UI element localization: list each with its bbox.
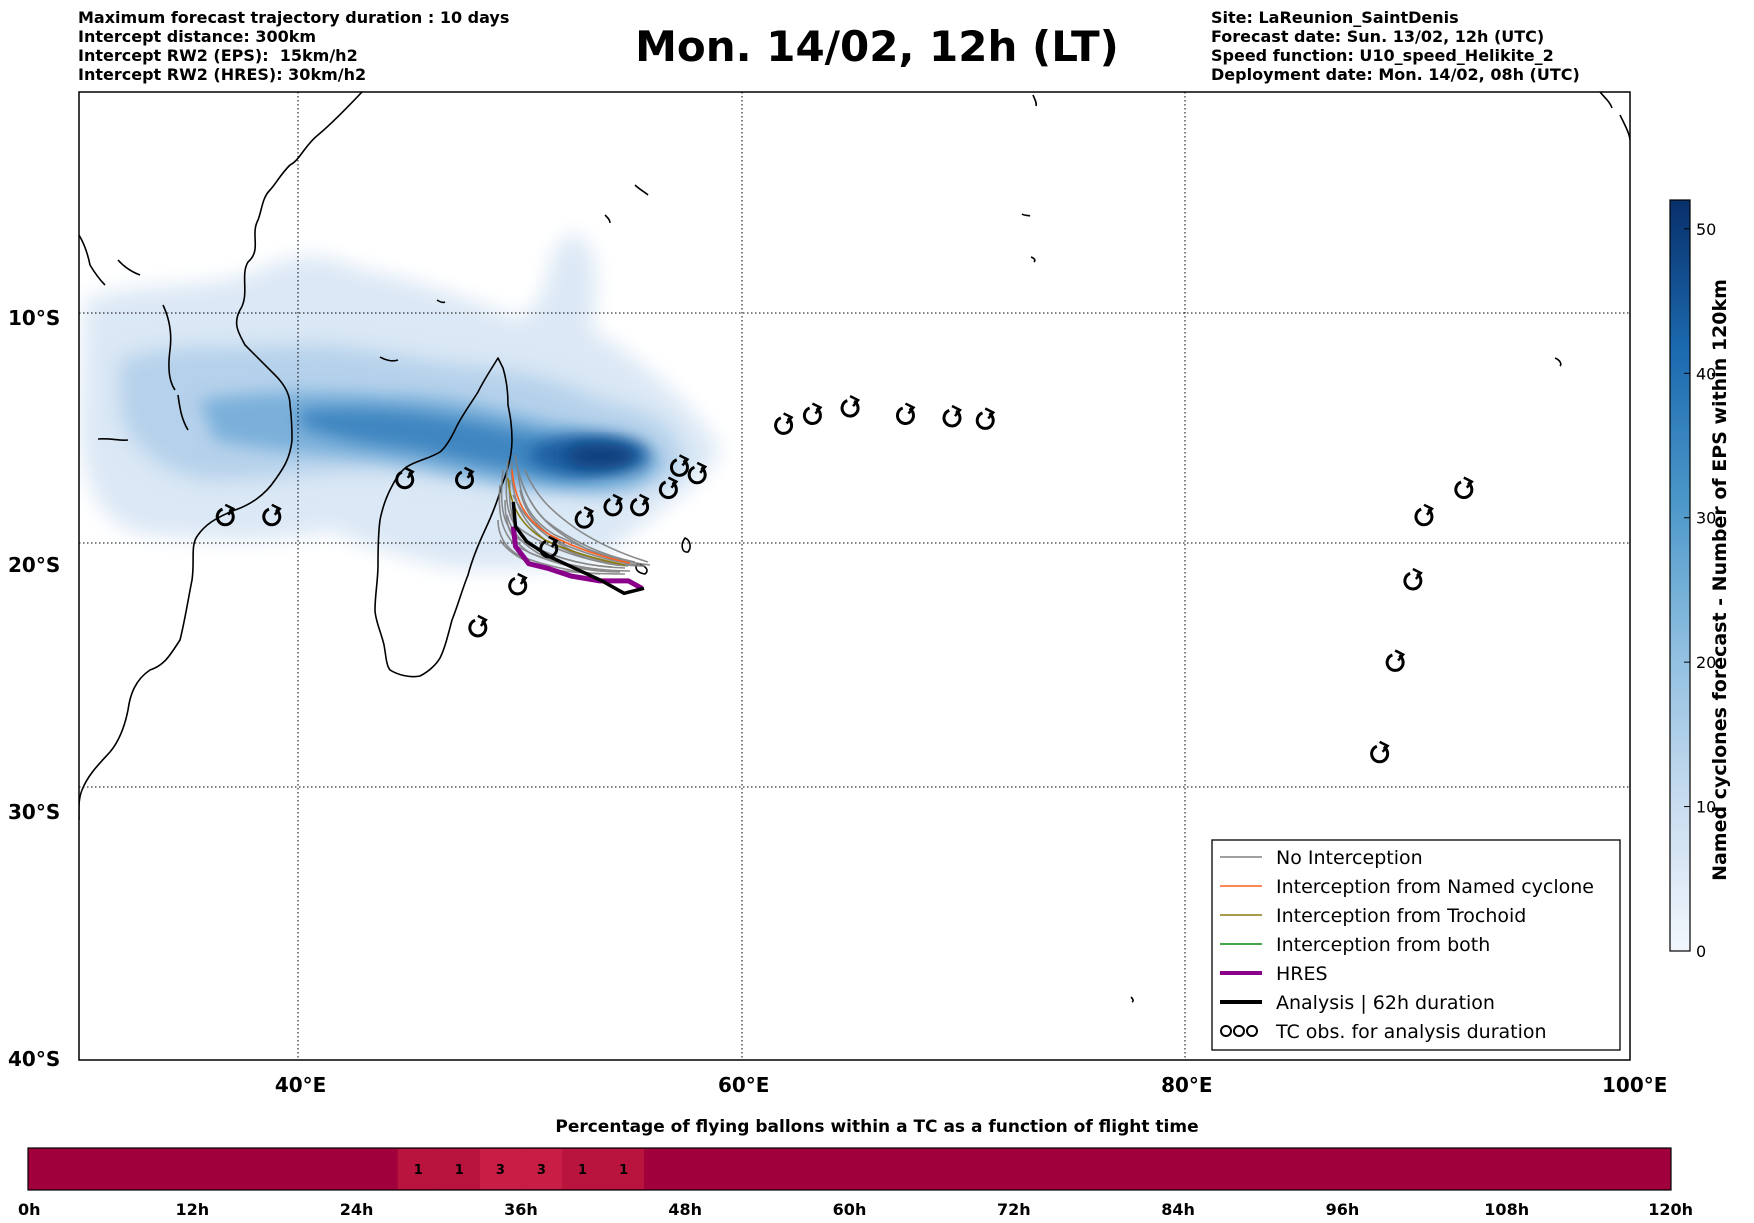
legend-entry: TC obs. for analysis duration xyxy=(1220,1021,1547,1043)
timeline-segment-value: 1 xyxy=(414,1163,423,1178)
header-left-line-3: Intercept RW2 (EPS): 15km/h2 xyxy=(78,46,358,65)
timeline-tick-label: 36h xyxy=(504,1200,538,1219)
tc-observation-icon xyxy=(774,412,794,435)
timeline-tick-label: 60h xyxy=(833,1200,867,1219)
legend-label: Interception from Named cyclone xyxy=(1276,876,1594,898)
legend-entry: HRES xyxy=(1220,963,1328,985)
tc-observation-icon xyxy=(603,493,623,517)
timeline-tick-label: 48h xyxy=(668,1200,702,1219)
legend-entry: Interception from Named cyclone xyxy=(1220,876,1594,898)
colorbar-tick-label: 50 xyxy=(1696,220,1716,239)
tc-observation-icon xyxy=(539,535,559,559)
legend-label: Interception from Trochoid xyxy=(1276,905,1526,927)
tc-observation-icon xyxy=(1403,567,1423,591)
hres-track xyxy=(510,526,644,591)
legend-label: HRES xyxy=(1276,963,1328,985)
tc-observation-icon xyxy=(395,466,415,490)
timeline-title: Percentage of flying ballons within a TC… xyxy=(555,1117,1199,1137)
timeline-segment xyxy=(397,1149,439,1189)
timeline-segment xyxy=(479,1149,521,1189)
timeline-segment-value: 1 xyxy=(578,1163,587,1178)
legend-label: TC obs. for analysis duration xyxy=(1275,1021,1547,1043)
tc-observation-icon xyxy=(1246,1025,1258,1037)
legend: No Interception Interception from Named c… xyxy=(1211,839,1621,1051)
timeline-segment xyxy=(520,1149,562,1189)
tc-observation-icon xyxy=(669,454,690,477)
eps-density-field xyxy=(80,234,720,570)
tc-observation-icon xyxy=(468,614,488,638)
tc-observation-icon xyxy=(687,461,708,485)
timeline-segment xyxy=(603,1149,645,1189)
timeline-tick-label: 108h xyxy=(1484,1200,1529,1219)
lon-label: 80°E xyxy=(1161,1073,1213,1097)
timeline-segment-value: 3 xyxy=(537,1163,546,1178)
colorbar-title: Named cyclones forecast - Number of EPS … xyxy=(1709,279,1731,881)
analysis-track xyxy=(511,501,645,596)
colorbar-tick-label: 30 xyxy=(1696,509,1716,528)
tc-observation-icon xyxy=(1370,740,1390,764)
timeline-segment-value: 1 xyxy=(619,1163,628,1178)
colorbar-tick-label: 20 xyxy=(1696,653,1716,672)
tc-observation-icon xyxy=(1385,649,1406,672)
timeline-tick-label: 120h xyxy=(1648,1200,1693,1219)
timeline-segment-value: 3 xyxy=(496,1163,505,1178)
legend-entry: No Interception xyxy=(1220,847,1423,869)
colorbar: 0 10 20 30 40 50 xyxy=(1669,199,1716,961)
tc-observation-icon xyxy=(1414,503,1434,527)
colorbar-tick-label: 10 xyxy=(1696,798,1716,817)
interception-trajectories xyxy=(507,469,631,566)
tc-observation-icon xyxy=(1233,1025,1245,1037)
tc-observation-icon xyxy=(262,503,282,527)
tc-observation-icon xyxy=(802,402,823,425)
header-right-line-1: Site: LaReunion_SaintDenis xyxy=(1211,8,1459,27)
timeline-tick-label: 84h xyxy=(1161,1200,1195,1219)
tc-observation-icon xyxy=(574,506,595,529)
tc-observation-icon xyxy=(455,466,475,490)
colorbar-tick-label: 40 xyxy=(1696,364,1716,383)
timeline-segment xyxy=(561,1149,604,1189)
tc-observation-markers xyxy=(215,395,1474,764)
tc-observation-icon xyxy=(942,404,962,428)
timeline-segment xyxy=(438,1149,480,1189)
legend-entry: Analysis | 62h duration xyxy=(1220,992,1495,1014)
timeline-tick-label: 12h xyxy=(175,1200,209,1219)
colorbar-tick-label: 0 xyxy=(1696,942,1706,961)
timeline-tick-label: 96h xyxy=(1326,1200,1360,1219)
tc-observation-icon xyxy=(630,493,650,517)
legend-label: Interception from both xyxy=(1276,934,1490,956)
timeline-segment-value: 1 xyxy=(455,1163,464,1178)
lat-label: 20°S xyxy=(8,553,61,578)
timeline-tick-label: 0h xyxy=(18,1200,41,1219)
tc-observation-icon xyxy=(895,402,916,425)
tc-observation-icon xyxy=(840,395,861,418)
legend-label: No Interception xyxy=(1276,847,1423,869)
lon-label: 100°E xyxy=(1602,1073,1668,1097)
legend-entry: Interception from Trochoid xyxy=(1220,905,1526,927)
lat-label: 40°S xyxy=(8,1047,61,1071)
header-left-line-1: Maximum forecast trajectory duration : 1… xyxy=(78,8,510,27)
timeline-tick-label: 72h xyxy=(997,1200,1031,1219)
lon-label: 40°E xyxy=(274,1073,327,1097)
header-right-line-2: Forecast date: Sun. 13/02, 12h (UTC) xyxy=(1211,27,1545,46)
tc-observation-icon xyxy=(1454,476,1474,500)
lon-label: 60°E xyxy=(717,1073,770,1097)
map-frame xyxy=(78,91,1631,1061)
flight-time-bar: 1 1 3 3 1 1 0h 12h 24h 36h 48h 60h 72h 84h 96h 108h 120… xyxy=(18,1147,1693,1219)
header-right-line-4: Deployment date: Mon. 14/02, 08h (UTC) xyxy=(1211,65,1580,84)
timeline-tick-label: 24h xyxy=(340,1200,374,1219)
tc-observation-icon xyxy=(975,407,996,430)
lat-label: 10°S xyxy=(8,306,61,331)
tc-observation-icon xyxy=(508,572,528,596)
tc-observation-icon xyxy=(658,476,679,500)
header-left-line-2: Intercept distance: 300km xyxy=(78,27,317,46)
legend-label: Analysis | 62h duration xyxy=(1276,992,1495,1014)
graticule xyxy=(79,92,1630,1060)
header-right-line-3: Speed function: U10_speed_Helikite_2 xyxy=(1211,46,1554,65)
header-left-line-4: Intercept RW2 (HRES): 30km/h2 xyxy=(78,65,367,84)
tc-observation-icon xyxy=(1220,1025,1232,1037)
legend-entry: Interception from both xyxy=(1220,934,1490,956)
lat-label: 30°S xyxy=(8,800,61,825)
tc-observation-icon xyxy=(215,503,236,527)
